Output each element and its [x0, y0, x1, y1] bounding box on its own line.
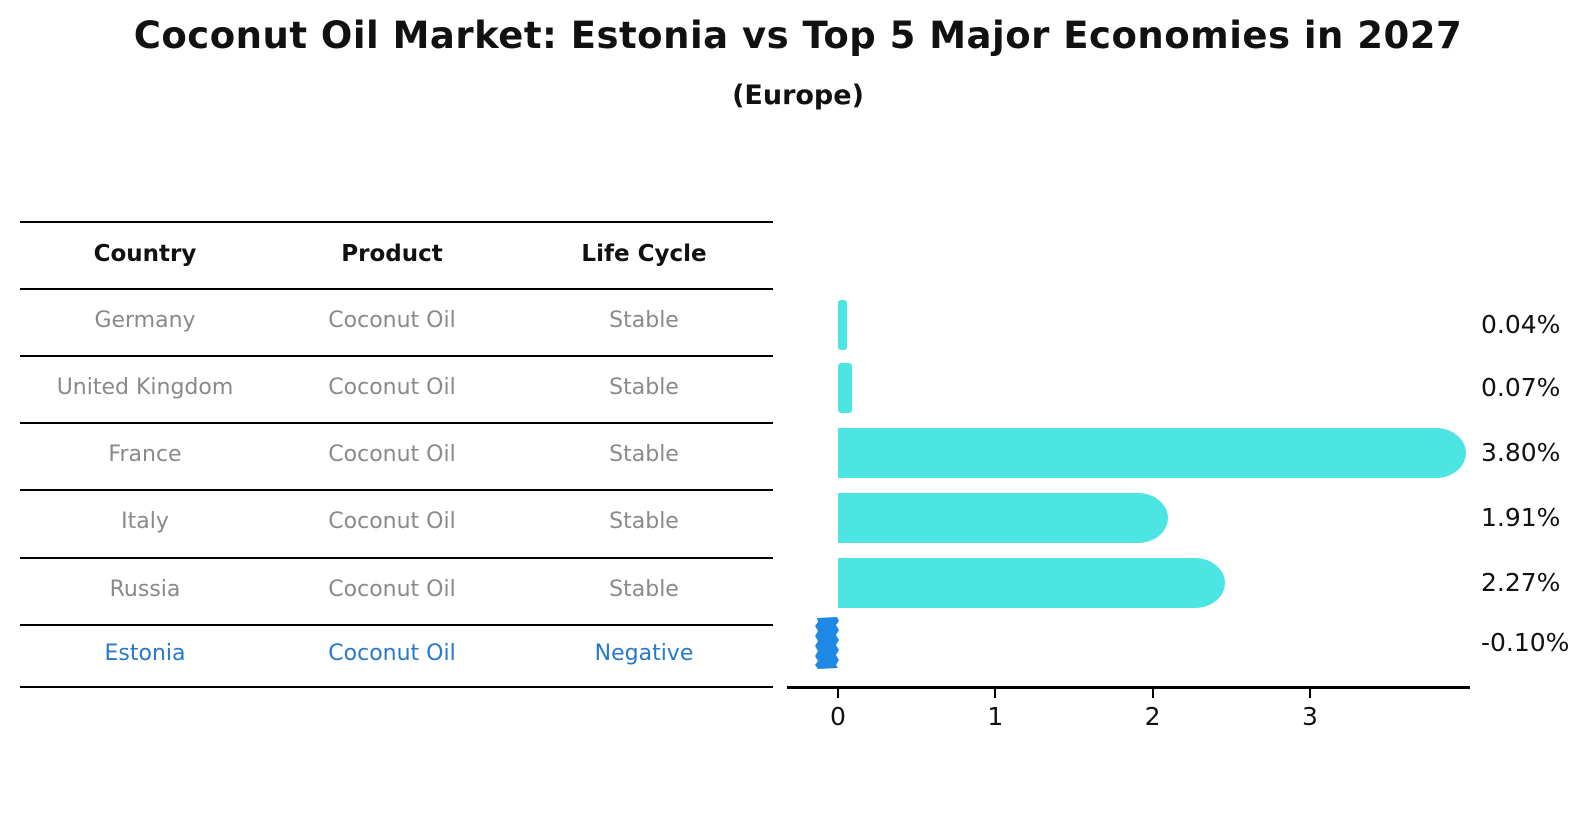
- x-axis-tick: [1308, 689, 1311, 698]
- x-axis-tick-label: 3: [1301, 702, 1318, 731]
- bar-united-kingdom: [838, 363, 852, 413]
- bar-germany: [838, 300, 848, 350]
- cell-life-cycle: Stable: [609, 374, 679, 400]
- bar-value-label: 1.91%: [1481, 503, 1561, 532]
- table-rule: [20, 288, 773, 290]
- cell-country: Germany: [94, 307, 196, 333]
- cell-product: Coconut Oil: [328, 374, 456, 400]
- x-axis-tick: [1151, 689, 1154, 698]
- cell-product: Coconut Oil: [328, 576, 456, 602]
- cell-life-cycle: Stable: [609, 307, 679, 333]
- x-axis-tick-label: 2: [1144, 702, 1161, 731]
- bar-france: [838, 428, 1466, 478]
- table-rule: [20, 221, 773, 223]
- cell-product: Coconut Oil: [328, 509, 456, 534]
- x-axis-tick-label: 1: [987, 702, 1004, 731]
- x-axis-tick: [837, 689, 839, 698]
- chart-title: Coconut Oil Market: Estonia vs Top 5 Maj…: [133, 14, 1463, 57]
- x-axis-tick: [994, 689, 997, 698]
- chart-subtitle: (Europe): [732, 80, 864, 111]
- cell-product: Coconut Oil: [328, 641, 456, 666]
- cell-product: Coconut Oil: [328, 441, 456, 467]
- table-column-header: Life Cycle: [581, 241, 707, 267]
- table-column-header: Country: [93, 241, 197, 267]
- cell-life-cycle: Stable: [609, 576, 679, 602]
- table-rule: [20, 422, 773, 424]
- table-rule: [20, 489, 773, 491]
- bar-value-label: -0.10%: [1481, 628, 1570, 657]
- bar-value-label: 2.27%: [1481, 568, 1561, 597]
- bar-value-label: 0.04%: [1481, 310, 1561, 339]
- cell-country: Russia: [109, 576, 181, 602]
- cell-life-cycle: Stable: [609, 441, 679, 467]
- bar-italy: [838, 493, 1169, 543]
- cell-product: Coconut Oil: [328, 307, 456, 333]
- estonia-negative-bar: [815, 617, 840, 669]
- x-axis-line: [787, 686, 1470, 689]
- cell-country: United Kingdom: [56, 374, 234, 400]
- x-axis-tick-label: 0: [830, 702, 846, 731]
- bar-russia: [838, 558, 1226, 608]
- table-rule: [20, 624, 773, 626]
- table-rule: [20, 557, 773, 559]
- cell-country: Estonia: [104, 641, 186, 666]
- cell-country: Italy: [121, 509, 169, 534]
- table-column-header: Product: [341, 241, 443, 267]
- table-rule: [20, 355, 773, 357]
- cell-country: France: [108, 441, 182, 467]
- bar-value-label: 0.07%: [1481, 373, 1561, 402]
- bar-value-label: 3.80%: [1481, 438, 1561, 467]
- cell-life-cycle: Stable: [609, 509, 679, 534]
- cell-life-cycle: Negative: [594, 641, 694, 666]
- table-rule: [20, 686, 773, 688]
